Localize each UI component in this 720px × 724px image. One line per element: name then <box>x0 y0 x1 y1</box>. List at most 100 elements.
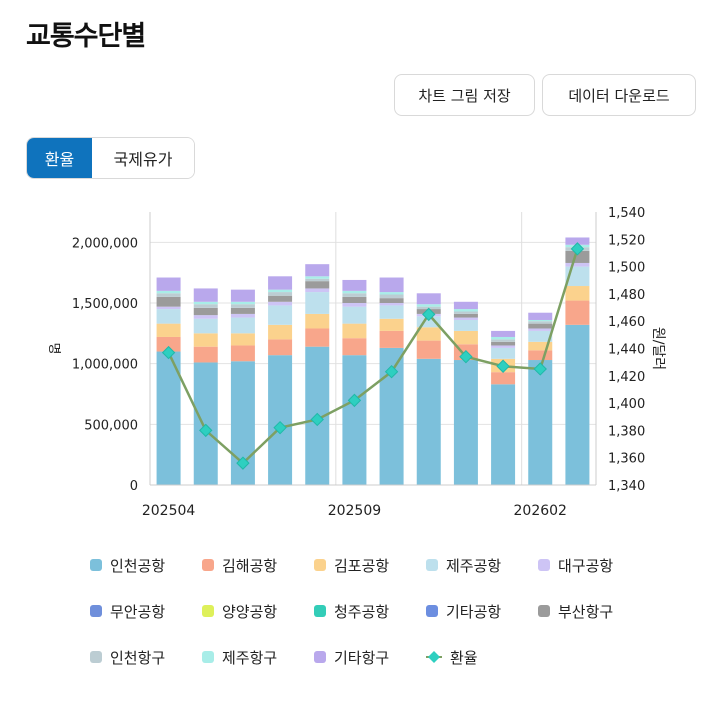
bar-segment[interactable] <box>491 345 516 348</box>
bar-segment[interactable] <box>379 330 404 348</box>
bar-segment[interactable] <box>342 303 367 307</box>
bar-segment[interactable] <box>528 312 553 320</box>
bar-segment[interactable] <box>305 278 330 282</box>
bar-segment[interactable] <box>453 313 478 318</box>
bar-segment[interactable] <box>230 307 255 314</box>
exchange-rate-point[interactable] <box>236 456 250 470</box>
bar-segment[interactable] <box>156 296 181 307</box>
bar-segment[interactable] <box>416 316 441 328</box>
exchange-rate-point[interactable] <box>533 362 547 376</box>
bar-segment[interactable] <box>379 305 404 319</box>
legend-item[interactable]: 김해공항 <box>202 555 314 576</box>
bar-segment[interactable] <box>268 289 293 293</box>
bar-segment[interactable] <box>528 350 553 361</box>
bar-segment[interactable] <box>305 288 330 293</box>
bar-segment[interactable] <box>268 355 293 485</box>
bar-segment[interactable] <box>230 333 255 346</box>
legend-item[interactable]: 제주항구 <box>202 647 314 668</box>
legend-item[interactable]: 제주공항 <box>426 555 538 576</box>
bar-segment[interactable] <box>193 301 218 305</box>
bar-segment[interactable] <box>230 313 255 318</box>
legend-item[interactable]: 인천항구 <box>90 647 202 668</box>
bar-segment[interactable] <box>305 264 330 277</box>
exchange-rate-point[interactable] <box>459 349 473 364</box>
legend-item[interactable]: 청주공항 <box>314 601 426 622</box>
bar-segment[interactable] <box>342 306 367 324</box>
bar-segment[interactable] <box>565 300 590 325</box>
legend-item[interactable]: 양양공항 <box>202 601 314 622</box>
bar-segment[interactable] <box>156 351 181 485</box>
bar-segment[interactable] <box>416 358 441 485</box>
legend-item[interactable]: 무안공항 <box>90 601 202 622</box>
bar-segment[interactable] <box>305 292 330 314</box>
legend-item[interactable]: 인천공항 <box>90 555 202 576</box>
bar-segment[interactable] <box>193 288 218 302</box>
bar-segment[interactable] <box>156 290 181 294</box>
bar-segment[interactable] <box>491 341 516 346</box>
bar-segment[interactable] <box>342 279 367 291</box>
bar-segment[interactable] <box>193 315 218 319</box>
bar-segment[interactable] <box>342 323 367 339</box>
bar-segment[interactable] <box>156 309 181 324</box>
bar-segment[interactable] <box>342 338 367 356</box>
bar-segment[interactable] <box>528 341 553 351</box>
bar-segment[interactable] <box>528 330 553 342</box>
bar-segment[interactable] <box>453 330 478 345</box>
bar-segment[interactable] <box>268 276 293 290</box>
bar-segment[interactable] <box>379 292 404 295</box>
exchange-rate-point[interactable] <box>570 242 585 256</box>
exchange-rate-point[interactable] <box>161 345 176 360</box>
bar-segment[interactable] <box>453 311 478 314</box>
bar-segment[interactable] <box>342 296 367 303</box>
bar-segment[interactable] <box>528 323 553 329</box>
bar-segment[interactable] <box>453 317 478 320</box>
exchange-rate-point[interactable] <box>347 393 362 408</box>
legend-item[interactable]: 부산항구 <box>538 601 650 622</box>
bar-segment[interactable] <box>528 321 553 324</box>
bar-segment[interactable] <box>565 237 590 245</box>
exchange-rate-point[interactable] <box>384 364 399 379</box>
bar-segment[interactable] <box>156 306 181 310</box>
bar-segment[interactable] <box>379 303 404 306</box>
bar-segment[interactable] <box>453 319 478 331</box>
bar-segment[interactable] <box>193 333 218 347</box>
exchange-rate-point[interactable] <box>199 423 213 438</box>
bar-segment[interactable] <box>379 277 404 293</box>
save-chart-button[interactable]: 차트 그림 저장 <box>394 74 535 116</box>
bar-segment[interactable] <box>491 347 516 359</box>
bar-segment[interactable] <box>156 293 181 297</box>
exchange-rate-point[interactable] <box>496 359 510 373</box>
bar-segment[interactable] <box>491 372 516 385</box>
bar-segment[interactable] <box>156 336 181 352</box>
bar-segment[interactable] <box>379 318 404 331</box>
legend-item[interactable]: 김포공항 <box>314 555 426 576</box>
bar-segment[interactable] <box>528 319 553 322</box>
bar-segment[interactable] <box>193 307 218 316</box>
bar-segment[interactable] <box>342 290 367 294</box>
bar-segment[interactable] <box>268 324 293 340</box>
bar-segment[interactable] <box>305 313 330 329</box>
bar-segment[interactable] <box>565 324 590 485</box>
bar-segment[interactable] <box>305 276 330 279</box>
bar-segment[interactable] <box>230 304 255 308</box>
bar-segment[interactable] <box>453 309 478 312</box>
bar-segment[interactable] <box>268 339 293 356</box>
exchange-rate-point[interactable] <box>422 307 436 322</box>
bar-segment[interactable] <box>305 281 330 289</box>
bar-segment[interactable] <box>230 317 255 334</box>
bar-segment[interactable] <box>416 293 441 305</box>
bar-segment[interactable] <box>230 289 255 302</box>
bar-segment[interactable] <box>528 328 553 331</box>
bar-segment[interactable] <box>491 336 516 340</box>
bar-segment[interactable] <box>268 295 293 302</box>
bar-segment[interactable] <box>379 294 404 299</box>
bar-segment[interactable] <box>528 360 553 485</box>
toggle-exchange-rate[interactable]: 환율 <box>27 138 92 178</box>
bar-segment[interactable] <box>453 301 478 310</box>
bar-segment[interactable] <box>156 323 181 337</box>
bar-segment[interactable] <box>565 286 590 301</box>
bar-segment[interactable] <box>268 301 293 306</box>
exchange-rate-point[interactable] <box>273 420 287 435</box>
bar-segment[interactable] <box>342 293 367 297</box>
bar-segment[interactable] <box>342 355 367 485</box>
